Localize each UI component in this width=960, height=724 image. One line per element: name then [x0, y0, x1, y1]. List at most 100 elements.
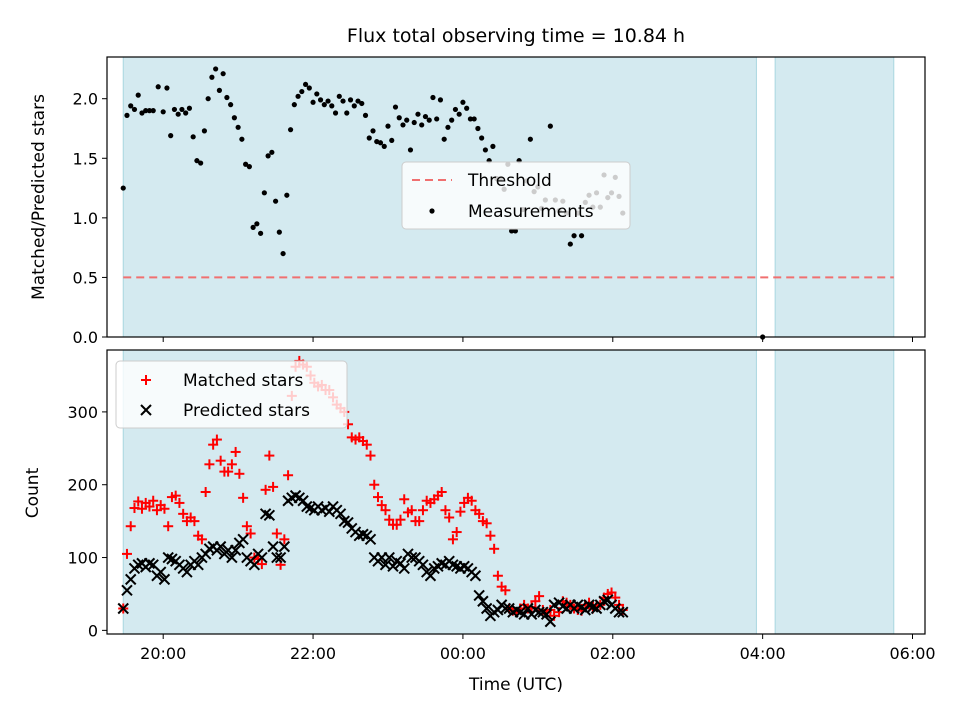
measurement-point [146, 108, 153, 114]
matched-star-marker [447, 534, 458, 545]
predicted-star-marker [121, 584, 133, 597]
predicted-star-b [181, 566, 193, 578]
predicted-star-b [480, 602, 493, 615]
measurement-point [467, 116, 474, 122]
y-tick-label: 1.0 [73, 209, 98, 228]
matched-star-marker [391, 519, 402, 530]
y-tick-label: 0.5 [73, 268, 98, 287]
predicted-star-b [304, 502, 317, 514]
bottom-legend: Matched stars Predicted stars [115, 360, 348, 429]
matched-star-marker [200, 487, 211, 497]
matched-star-marker [136, 503, 147, 514]
legend-threshold-label: Threshold [467, 171, 552, 191]
predicted-star-b [263, 509, 276, 522]
predicted-star-b [226, 551, 238, 564]
predicted-star-b [147, 559, 159, 571]
matched-star-marker [151, 505, 162, 516]
matched-star-marker [444, 512, 455, 523]
measurement-point [400, 122, 406, 128]
matched-star-marker [365, 450, 376, 461]
predicted-star-marker [417, 559, 429, 571]
matched-star-marker [133, 496, 144, 507]
measurement-point [527, 136, 533, 142]
matched-star-marker [451, 527, 462, 538]
measurement-point [306, 85, 312, 91]
predicted-star-marker [544, 615, 557, 628]
measurement-point [434, 116, 440, 122]
measurement-point [228, 102, 234, 108]
measurement-point [198, 160, 204, 166]
measurement-point [246, 164, 252, 170]
measurement-point [475, 125, 481, 132]
measurement-point [284, 192, 290, 198]
measurement-point [254, 221, 260, 227]
measurement-point [131, 106, 138, 113]
predicted-star-b [267, 540, 279, 553]
measurement-point [389, 137, 395, 144]
predicted-star-b [383, 551, 395, 564]
y-tick-label: 0 [88, 621, 98, 640]
predicted-star-b [477, 595, 489, 607]
matched-star-marker [141, 375, 151, 385]
predicted-star-marker [617, 606, 629, 618]
predicted-star-marker [158, 573, 171, 586]
measurement-point [143, 108, 149, 114]
matched-star-marker [376, 500, 387, 511]
measurement-point [128, 103, 134, 109]
predicted-star-marker [301, 500, 313, 513]
x-tick-label: 00:00 [440, 644, 486, 663]
matched-star-marker [466, 495, 477, 506]
predicted-star-marker [263, 509, 276, 522]
matched-star-marker [196, 534, 207, 545]
observing-interval-shade [774, 349, 895, 635]
measurement-point [452, 106, 459, 113]
predicted-star-marker [469, 570, 482, 582]
predicted-star-b [417, 559, 429, 571]
measurement-point [392, 104, 399, 110]
matched-star-marker [211, 434, 222, 445]
measurement-point [407, 147, 414, 153]
predicted-star-b [406, 551, 418, 564]
predicted-star-marker [154, 566, 167, 578]
measurement-point [464, 105, 470, 111]
predicted-star-b [271, 551, 283, 564]
predicted-star-b [192, 559, 204, 571]
measurement-point [317, 97, 324, 103]
predicted-star-marker [117, 602, 129, 615]
measurement-point [362, 112, 369, 118]
predicted-star-b [424, 570, 437, 582]
measurement-point [460, 99, 466, 105]
measurement-point [415, 111, 421, 117]
predicted-star-b [514, 606, 527, 618]
predicted-star-marker [229, 544, 242, 556]
matched-star-marker [230, 446, 241, 457]
measurement-point [344, 110, 350, 116]
measurement-point [209, 74, 215, 80]
predicted-star-b [398, 562, 410, 575]
measurement-point [355, 98, 361, 104]
measurement-point [258, 230, 264, 236]
matched-star-marker [264, 450, 275, 461]
predicted-star-marker [383, 551, 395, 564]
predicted-star-marker [473, 589, 485, 602]
predicted-star-b [587, 601, 599, 613]
predicted-star-marker [237, 533, 249, 546]
matched-star-marker [121, 548, 132, 559]
predicted-star-marker [364, 533, 377, 546]
predicted-star-b [391, 555, 403, 567]
matched-star-marker [241, 521, 252, 532]
predicted-star-b [334, 508, 347, 520]
predicted-star-b [117, 602, 129, 615]
measurement-point [261, 190, 267, 196]
measurement-point [295, 93, 301, 99]
bottom-plot-frame [106, 349, 926, 635]
predicted-star-marker [598, 595, 610, 607]
measurement-point [396, 115, 402, 121]
measurement-point [194, 158, 200, 164]
observing-interval-shade [774, 56, 895, 338]
measurement-point [385, 123, 391, 129]
measurement-point [449, 117, 455, 123]
measurement-point [276, 229, 282, 235]
measurement-point [186, 105, 193, 111]
legend-predicted-label: Predicted stars [183, 401, 310, 421]
